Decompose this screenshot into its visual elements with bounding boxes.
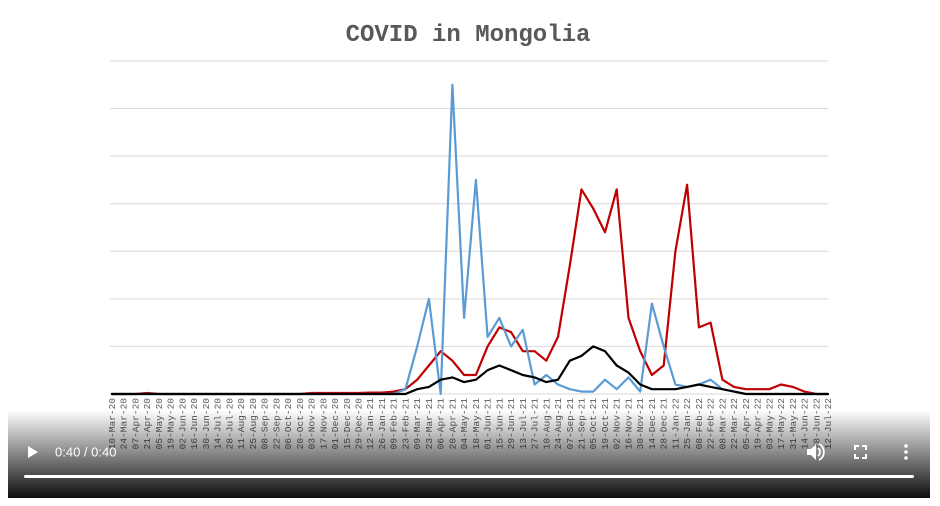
progress-bar[interactable] <box>24 475 914 478</box>
controls-shade <box>8 410 930 498</box>
fullscreen-button[interactable] <box>854 445 867 459</box>
volume-button[interactable] <box>807 443 825 461</box>
time-display: 0:40 / 0:40 <box>55 444 116 459</box>
play-button[interactable] <box>28 446 38 458</box>
series-line <box>110 345 830 396</box>
menu-button[interactable] <box>904 444 908 460</box>
chart-title: COVID in Mongolia <box>346 22 591 49</box>
